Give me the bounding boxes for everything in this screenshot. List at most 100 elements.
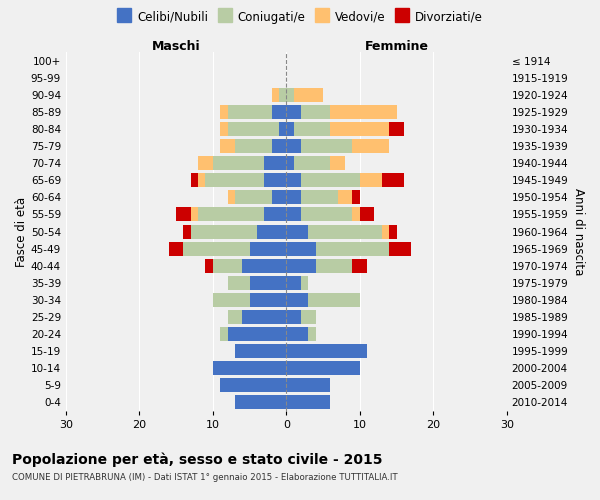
Bar (184, 224, 191, 238)
Bar (213, 258, 242, 272)
Bar (227, 276, 250, 290)
Bar (176, 208, 191, 222)
Bar (382, 224, 389, 238)
Bar (389, 224, 397, 238)
Bar (301, 208, 352, 222)
Bar (227, 327, 286, 341)
Bar (308, 327, 316, 341)
Bar (293, 122, 331, 136)
Bar (257, 224, 286, 238)
Bar (250, 293, 286, 307)
Bar (213, 293, 250, 307)
Bar (250, 242, 286, 256)
Bar (220, 327, 227, 341)
Bar (301, 276, 308, 290)
Bar (286, 276, 301, 290)
Legend: Celibi/Nubili, Coniugati/e, Vedovi/e, Divorziati/e: Celibi/Nubili, Coniugati/e, Vedovi/e, Di… (112, 6, 488, 28)
Bar (286, 258, 316, 272)
Bar (286, 293, 308, 307)
Bar (360, 208, 374, 222)
Bar (220, 105, 227, 119)
Bar (360, 174, 382, 188)
Bar (220, 122, 227, 136)
Bar (301, 190, 338, 204)
Text: Femmine: Femmine (365, 40, 428, 53)
Bar (205, 174, 264, 188)
Bar (191, 208, 198, 222)
Bar (220, 378, 286, 392)
Bar (235, 190, 272, 204)
Bar (213, 361, 286, 376)
Bar (250, 276, 286, 290)
Bar (264, 156, 286, 170)
Bar (286, 88, 293, 102)
Bar (331, 122, 389, 136)
Bar (272, 190, 286, 204)
Bar (301, 310, 316, 324)
Bar (227, 190, 235, 204)
Bar (286, 310, 301, 324)
Bar (382, 174, 404, 188)
Bar (301, 139, 352, 153)
Bar (352, 190, 360, 204)
Bar (286, 190, 301, 204)
Bar (338, 190, 352, 204)
Bar (286, 122, 293, 136)
Bar (331, 105, 397, 119)
Y-axis label: Fasce di età: Fasce di età (15, 196, 28, 266)
Bar (227, 310, 242, 324)
Bar (213, 156, 264, 170)
Bar (286, 344, 367, 358)
Bar (286, 361, 360, 376)
Y-axis label: Anni di nascita: Anni di nascita (572, 188, 585, 275)
Bar (286, 174, 301, 188)
Bar (286, 156, 293, 170)
Text: COMUNE DI PIETRABRUNA (IM) - Dati ISTAT 1° gennaio 2015 - Elaborazione TUTTITALI: COMUNE DI PIETRABRUNA (IM) - Dati ISTAT … (12, 472, 398, 482)
Bar (227, 122, 279, 136)
Bar (205, 258, 213, 272)
Bar (286, 208, 301, 222)
Bar (242, 310, 286, 324)
Bar (235, 344, 286, 358)
Bar (286, 378, 331, 392)
Bar (264, 174, 286, 188)
Bar (235, 396, 286, 409)
Bar (264, 208, 286, 222)
Bar (198, 174, 205, 188)
Bar (316, 258, 352, 272)
Bar (279, 88, 286, 102)
Bar (286, 105, 301, 119)
Bar (286, 242, 316, 256)
Bar (331, 156, 345, 170)
Bar (272, 105, 286, 119)
Bar (293, 156, 331, 170)
Bar (242, 258, 286, 272)
Bar (279, 122, 286, 136)
Text: Maschi: Maschi (152, 40, 200, 53)
Bar (227, 105, 272, 119)
Bar (220, 139, 235, 153)
Bar (235, 139, 272, 153)
Bar (272, 88, 279, 102)
Bar (352, 208, 360, 222)
Bar (198, 208, 264, 222)
Bar (389, 242, 411, 256)
Bar (286, 396, 331, 409)
Bar (308, 224, 382, 238)
Text: Popolazione per età, sesso e stato civile - 2015: Popolazione per età, sesso e stato civil… (12, 452, 383, 467)
Bar (272, 139, 286, 153)
Bar (286, 327, 308, 341)
Bar (286, 139, 301, 153)
Bar (169, 242, 184, 256)
Bar (286, 224, 308, 238)
Bar (301, 105, 331, 119)
Bar (198, 156, 213, 170)
Bar (191, 174, 198, 188)
Bar (316, 242, 389, 256)
Bar (293, 88, 323, 102)
Bar (352, 258, 367, 272)
Bar (184, 242, 250, 256)
Bar (308, 293, 360, 307)
Bar (352, 139, 389, 153)
Bar (301, 174, 360, 188)
